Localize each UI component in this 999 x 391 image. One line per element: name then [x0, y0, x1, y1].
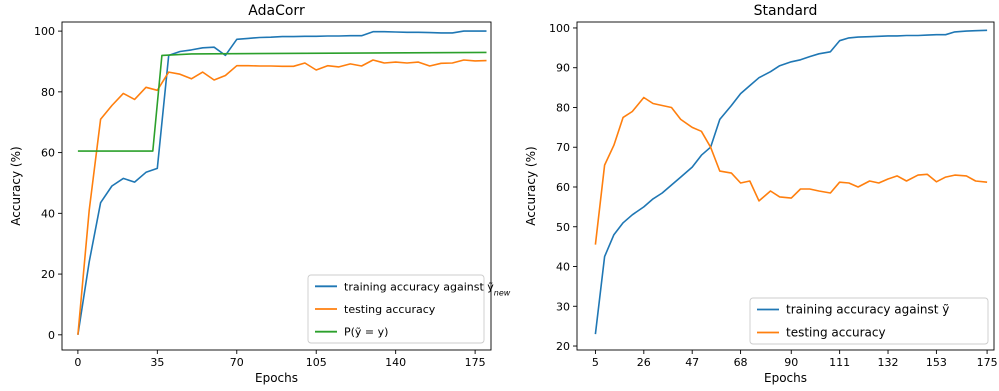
x-tick-label: 132 — [878, 356, 899, 369]
legend: training accuracy against ỹnew testing ac… — [307, 274, 511, 344]
x-tick-label: 47 — [685, 356, 699, 369]
legend: training accuracy against ỹ testing accur… — [749, 297, 989, 345]
x-tick-label: 5 — [592, 356, 599, 369]
x-tick-label: 90 — [784, 356, 798, 369]
axes-frame — [576, 21, 995, 351]
y-axis-label: Accuracy (%) — [9, 146, 23, 225]
x-tick-label: 70 — [230, 356, 244, 369]
legend-box — [307, 274, 485, 344]
legend-entry-2: P(ỹ = y) — [344, 326, 388, 339]
y-tick-label: 90 — [556, 62, 570, 75]
legend-entry-text: testing accuracy — [344, 303, 436, 316]
x-tick-label: 153 — [926, 356, 947, 369]
y-tick-label: 20 — [556, 340, 570, 353]
x-tick-label: 35 — [150, 356, 164, 369]
axes-frame — [61, 21, 492, 351]
y-tick-label: 60 — [41, 147, 55, 160]
legend-entry-text: training accuracy against ỹ — [344, 280, 494, 293]
chart-title: AdaCorr — [248, 3, 305, 19]
y-axis-label: Accuracy (%) — [524, 146, 538, 225]
series-line-0 — [77, 30, 487, 335]
x-tick-label: 68 — [734, 356, 748, 369]
legend-entry-text: testing accuracy — [786, 326, 886, 340]
y-tick-label: 80 — [41, 86, 55, 99]
chart-adacorr: AdaCorr 0 35 70 105 140 175 0 20 40 60 80 100 Epochs A… — [9, 3, 511, 385]
series-line-1 — [594, 96, 988, 245]
y-tick-label: 30 — [556, 300, 570, 313]
y-tick-label: 100 — [549, 22, 570, 35]
chart-standard: Standard 5 26 47 68 90 111 132 153 175 20 30 40 50 60 7… — [524, 3, 998, 385]
legend-entry-text: P(ỹ = y) — [344, 326, 388, 339]
x-tick-label: 26 — [637, 356, 651, 369]
y-tick-label: 50 — [556, 221, 570, 234]
chart-title: Standard — [754, 3, 818, 19]
series-line-0 — [594, 29, 988, 335]
x-axis-label: Epochs — [255, 371, 298, 385]
legend-entry-0: training accuracy against ỹnew — [344, 280, 511, 297]
legend-entry-0: training accuracy against ỹ — [786, 303, 949, 317]
y-tick-label: 40 — [41, 207, 55, 220]
x-tick-label: 175 — [465, 356, 486, 369]
y-tick-label: 40 — [556, 261, 570, 274]
x-tick-label: 0 — [74, 356, 81, 369]
y-tick-label: 60 — [556, 181, 570, 194]
y-tick-label: 20 — [41, 268, 55, 281]
y-tick-label: 80 — [556, 101, 570, 114]
y-tick-label: 0 — [48, 329, 55, 342]
legend-entry-1: testing accuracy — [344, 303, 436, 316]
legend-entry-subscript: new — [494, 288, 511, 297]
legend-entry-1: testing accuracy — [786, 326, 886, 340]
legend-entry-text: training accuracy against ỹ — [786, 303, 949, 317]
series-line-2 — [77, 51, 487, 152]
x-tick-label: 140 — [385, 356, 406, 369]
y-tick-label: 100 — [34, 25, 55, 38]
legend-box — [749, 297, 989, 345]
x-tick-label: 105 — [306, 356, 327, 369]
x-tick-label: 175 — [977, 356, 998, 369]
x-tick-label: 111 — [829, 356, 850, 369]
y-tick-label: 70 — [556, 141, 570, 154]
x-axis-label: Epochs — [764, 371, 807, 385]
series-line-1 — [77, 59, 487, 335]
